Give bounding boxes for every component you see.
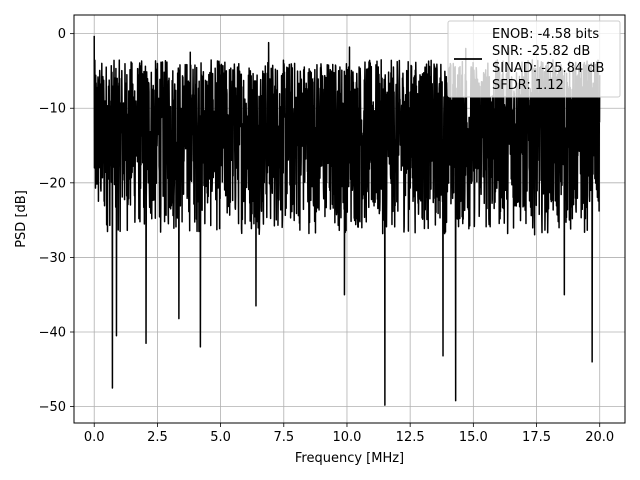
y-tick-label: −30 bbox=[39, 251, 66, 266]
legend-sfdr: SFDR: 1.12 bbox=[492, 78, 564, 93]
x-tick-label: 17.5 bbox=[522, 430, 551, 445]
x-tick-label: 5.0 bbox=[210, 430, 231, 445]
x-tick-label: 7.5 bbox=[273, 430, 294, 445]
psd-series-line bbox=[93, 35, 601, 406]
y-tick-label: −20 bbox=[39, 176, 66, 191]
legend-sinad: SINAD: -25.84 dB bbox=[492, 61, 604, 76]
y-tick-label: 0 bbox=[58, 27, 66, 42]
legend-snr: SNR: -25.82 dB bbox=[492, 44, 590, 59]
legend: ENOB: -4.58 bits SNR: -25.82 dB SINAD: -… bbox=[447, 20, 621, 98]
x-axis-label: Frequency [MHz] bbox=[295, 451, 404, 466]
series-layer bbox=[93, 35, 601, 406]
legend-box bbox=[447, 20, 621, 98]
legend-enob: ENOB: -4.58 bits bbox=[492, 27, 599, 42]
y-tick-label: −50 bbox=[39, 400, 66, 415]
x-tick-label: 20.0 bbox=[585, 430, 614, 445]
y-tick-label: −40 bbox=[39, 326, 66, 341]
y-axis-label: PSD [dB] bbox=[14, 190, 29, 248]
x-tick-label: 2.5 bbox=[147, 430, 168, 445]
plot-frame bbox=[73, 14, 626, 424]
x-tick-label: 15.0 bbox=[459, 430, 488, 445]
y-tick-label: −10 bbox=[39, 102, 66, 117]
x-tick-label: 12.5 bbox=[396, 430, 425, 445]
x-tick-label: 0.0 bbox=[84, 430, 105, 445]
x-tick-label: 10.0 bbox=[332, 430, 361, 445]
axis-ticks: 0.0 2.5 5.0 7.5 10.0 12.5 15.0 17.5 20.0 0 −10 −20 −… bbox=[39, 27, 615, 445]
